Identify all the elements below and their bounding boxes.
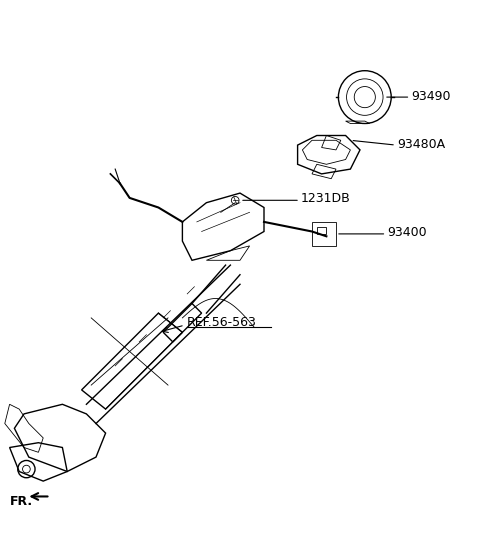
Text: REF.56-563: REF.56-563 bbox=[187, 316, 257, 329]
Text: 93480A: 93480A bbox=[397, 138, 445, 150]
Text: 1231DB: 1231DB bbox=[301, 192, 351, 205]
Text: FR.: FR. bbox=[10, 495, 33, 508]
Text: 93490: 93490 bbox=[411, 89, 451, 103]
Text: 93400: 93400 bbox=[387, 226, 427, 239]
